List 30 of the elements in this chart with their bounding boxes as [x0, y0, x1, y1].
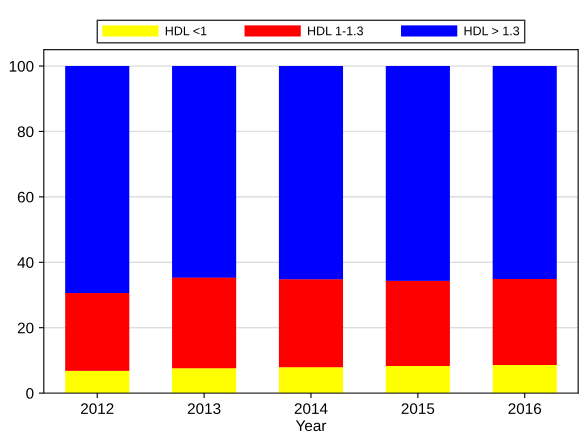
- bar: [278, 279, 344, 368]
- y-tick-label: 0: [26, 388, 34, 399]
- bar: [386, 66, 450, 281]
- bar: [172, 66, 236, 278]
- bar: [492, 278, 557, 365]
- legend-label: HDL > 1.3: [464, 26, 520, 36]
- bar: [386, 280, 450, 366]
- bar: [172, 278, 236, 368]
- y-tick-label: 40: [17, 257, 34, 268]
- bar: [492, 364, 557, 394]
- y-tick-label: 80: [18, 126, 34, 138]
- legend-label: HDL 1-1.3: [308, 26, 363, 36]
- x-tick-label: 2013: [188, 403, 220, 414]
- bar: [172, 368, 236, 394]
- bar: [65, 66, 130, 294]
- y-tick-label: 60: [18, 192, 34, 203]
- y-tick-label: 100: [10, 60, 34, 72]
- legend-label: HDL <1: [166, 26, 206, 36]
- x-tick-label: 2012: [81, 403, 114, 414]
- y-tick-label: 20: [18, 322, 34, 334]
- x-tick-label: 2014: [294, 403, 328, 414]
- x-tick-label: 2015: [402, 403, 434, 414]
- x-axis-title: Year: [296, 420, 326, 432]
- bar: [65, 293, 130, 371]
- bar: [278, 66, 344, 280]
- bar: [278, 367, 344, 394]
- bar: [492, 66, 557, 279]
- x-tick-label: 2016: [508, 403, 542, 414]
- bar: [65, 370, 130, 394]
- bar: [386, 366, 450, 394]
